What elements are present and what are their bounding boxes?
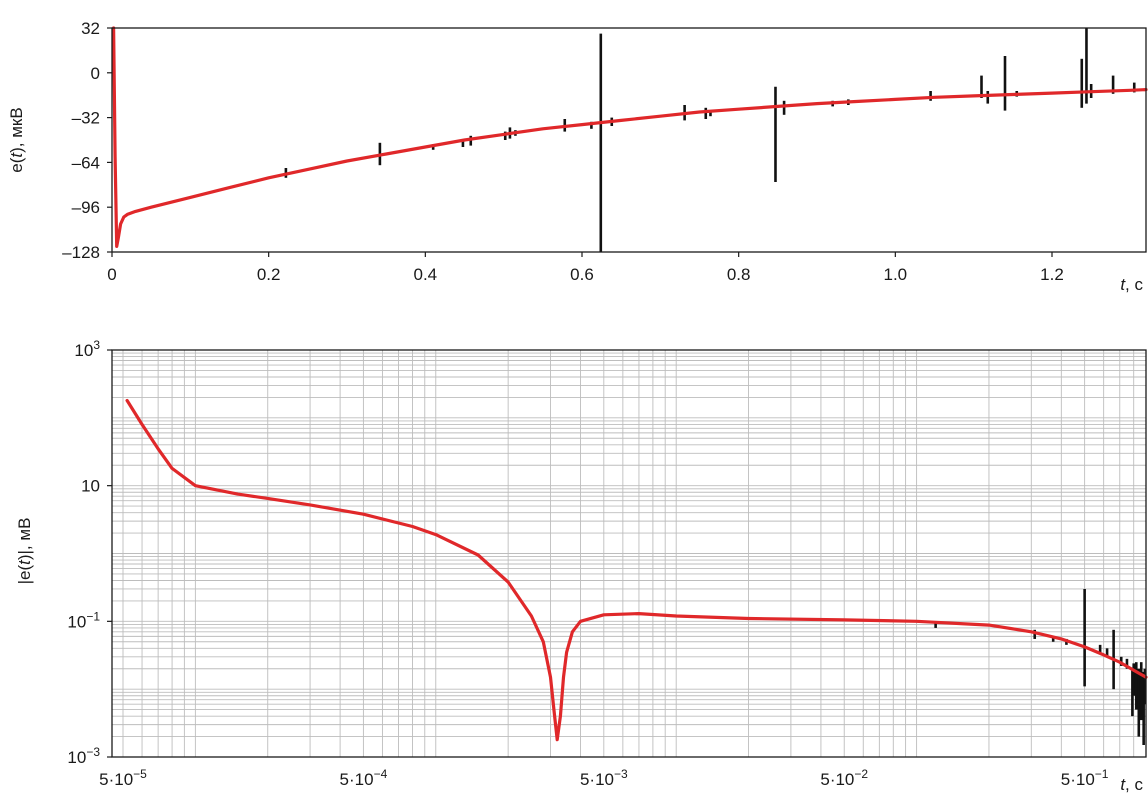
- y-tick-label: –96: [72, 198, 100, 217]
- y-tick-label: 0: [91, 64, 100, 83]
- bottom-plot-frame: [111, 349, 1147, 758]
- top-y-axis-label: e(t), мкВ: [7, 107, 26, 172]
- top-linear-chart: 0 0.2 0.4 0.6 0.8 1.0 1.2 32 0 –32 –64 –96 –128 e(t)…: [7, 19, 1148, 294]
- bottom-series: [125, 398, 1148, 742]
- x-tick-label: 1.0: [884, 265, 908, 284]
- x-tick-label: 1.2: [1040, 265, 1064, 284]
- x-tick-label: 0.8: [727, 265, 751, 284]
- y-tick-label: –32: [72, 109, 100, 128]
- y-tick-label: –64: [72, 153, 100, 172]
- x-tick-label: 5·10−3: [580, 767, 628, 789]
- x-tick-label: 0.4: [414, 265, 438, 284]
- series-line: [111, 26, 1148, 248]
- x-tick-label: 0.6: [570, 265, 594, 284]
- y-tick-label: 103: [74, 338, 100, 360]
- x-tick-label: 5·10−1: [1061, 767, 1109, 789]
- y-tick-label: 10−1: [67, 609, 100, 631]
- top-x-axis-label: t, с: [1120, 275, 1143, 294]
- y-tick-label: 10: [81, 477, 100, 496]
- series-line: [125, 398, 1148, 742]
- bottom-x-axis-label: t, с: [1120, 775, 1143, 794]
- bottom-y-axis-label: |e(t)|, мВ: [15, 518, 34, 585]
- x-tick-label: 5·10−5: [99, 767, 147, 789]
- bottom-tick-labels: 5·10−5 5·10−4 5·10−3 5·10−2 5·10−1 103 10 10−1 1…: [67, 338, 1108, 789]
- top-series: [111, 26, 1148, 248]
- bottom-loglog-chart: 5·10−5 5·10−4 5·10−3 5·10−2 5·10−1 103 10 10−1 1…: [15, 338, 1148, 794]
- x-tick-label: 5·10−4: [340, 767, 388, 789]
- x-tick-label: 0.2: [257, 265, 281, 284]
- bottom-spikes: [934, 588, 1147, 746]
- y-tick-label: 32: [81, 19, 100, 38]
- bottom-grid: [112, 349, 1147, 758]
- top-tick-labels: 0 0.2 0.4 0.6 0.8 1.0 1.2 32 0 –32 –64 –96 –128: [62, 19, 1064, 284]
- top-plot-frame: [111, 27, 1147, 253]
- y-tick-label: 10−3: [67, 745, 100, 767]
- x-tick-label: 0: [107, 265, 116, 284]
- x-tick-label: 5·10−2: [820, 767, 868, 789]
- y-tick-label: –128: [62, 243, 100, 262]
- top-spikes: [284, 28, 1136, 252]
